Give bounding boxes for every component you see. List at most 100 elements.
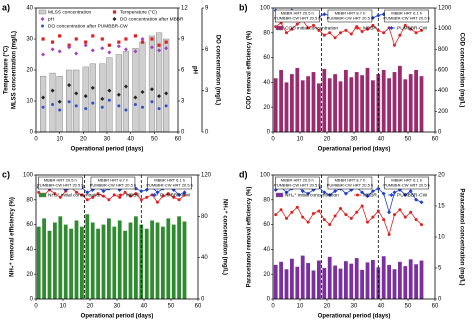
y-tick-label: 0	[30, 130, 34, 136]
marker	[382, 218, 386, 222]
marker	[57, 49, 62, 54]
marker	[75, 190, 78, 194]
marker	[322, 218, 326, 222]
bar	[279, 261, 283, 299]
marker	[124, 108, 128, 112]
bar	[155, 222, 160, 299]
marker	[107, 43, 111, 47]
marker	[149, 45, 154, 50]
y-tick-label: 60	[26, 222, 33, 228]
y-tick-label: 0	[30, 297, 34, 303]
y2-tick-label: 800	[438, 47, 449, 53]
marker	[322, 12, 327, 17]
bar	[349, 263, 354, 299]
y2-tick-label: 9	[181, 37, 185, 43]
y2-tick-label: 3	[181, 99, 185, 105]
y-tick-label: 60	[263, 55, 270, 61]
marker	[139, 198, 143, 202]
x-tick-label: 20	[324, 304, 331, 310]
marker	[398, 208, 402, 212]
y2-tick-label: 15	[438, 204, 445, 210]
marker	[157, 43, 161, 47]
legend-label: COD initial concentration	[285, 25, 338, 31]
marker	[57, 99, 62, 104]
marker	[312, 23, 315, 27]
y-tick-label: 40	[263, 247, 270, 253]
marker	[133, 34, 137, 38]
x-axis-title: Operational period (days)	[81, 314, 154, 320]
marker	[360, 30, 364, 34]
marker	[414, 31, 418, 35]
marker	[112, 10, 117, 14]
y-tick-label: 20	[263, 105, 270, 111]
legend-label: Temperature (°C)	[120, 9, 157, 15]
bar	[371, 259, 375, 299]
y-axis-title: Temperature (°C)	[4, 46, 10, 94]
marker	[328, 31, 332, 35]
marker	[327, 192, 332, 197]
bar	[306, 76, 310, 132]
bar	[144, 228, 149, 299]
marker	[58, 34, 62, 38]
y-tick-label: 30	[26, 37, 33, 43]
marker	[295, 22, 299, 26]
marker	[41, 105, 45, 109]
bar	[344, 261, 348, 299]
bar	[403, 79, 408, 132]
marker	[279, 208, 283, 212]
bar	[117, 220, 122, 299]
y2-tick-label: 400	[438, 88, 449, 94]
legend-label: PUMBBR-CW	[160, 192, 191, 198]
bar	[322, 68, 327, 132]
y3-tick-label: 9	[205, 6, 209, 12]
x-tick-label: 30	[114, 304, 121, 310]
marker	[133, 95, 138, 100]
bar	[106, 57, 113, 133]
marker	[85, 190, 90, 195]
annotation-text: MBBR HRT 8.7 h	[335, 178, 366, 183]
marker	[85, 198, 89, 202]
marker	[177, 198, 181, 202]
marker	[371, 23, 375, 27]
y-tick-label: 100	[260, 6, 271, 12]
y3-tick-label: 6	[205, 47, 209, 53]
annotation-text: PUMBBR-CW HRT 20.5 h	[274, 183, 321, 188]
marker	[285, 31, 288, 35]
bar	[150, 220, 154, 299]
bar	[284, 269, 289, 299]
legend-label: DO concentration after MBBR	[120, 16, 184, 22]
legend-label: DO concentration after PUMBBR-CW	[48, 23, 128, 29]
marker	[370, 189, 375, 194]
marker	[123, 47, 128, 52]
y-tick-label: 40	[26, 6, 33, 12]
marker	[285, 216, 288, 220]
legend-label: NH₄⁺ initial concentration	[48, 192, 102, 198]
y-tick-label: 10	[26, 99, 33, 105]
bar	[82, 66, 89, 133]
marker	[50, 88, 55, 93]
marker	[306, 220, 310, 224]
marker	[381, 191, 386, 196]
bar	[327, 256, 332, 299]
x-axis-title: Operational period (days)	[318, 147, 391, 153]
marker	[84, 107, 88, 111]
bar	[327, 78, 332, 132]
marker	[112, 17, 117, 21]
marker	[360, 190, 365, 195]
marker	[157, 107, 161, 111]
marker	[74, 91, 79, 96]
x-tick-label: 0	[34, 137, 38, 143]
marker	[117, 40, 121, 44]
marker	[398, 33, 402, 37]
bar	[387, 264, 391, 299]
bar	[42, 218, 46, 299]
bar	[69, 228, 73, 299]
bar	[387, 78, 391, 132]
bar	[317, 260, 321, 299]
x-tick-label: 60	[432, 304, 439, 310]
bar	[295, 67, 300, 132]
marker	[300, 189, 305, 194]
y2-tick-label: 20	[438, 173, 445, 179]
annotation-text: MBBR HRT 8.7 h	[98, 178, 129, 183]
y3-tick-label: 0	[205, 130, 209, 136]
